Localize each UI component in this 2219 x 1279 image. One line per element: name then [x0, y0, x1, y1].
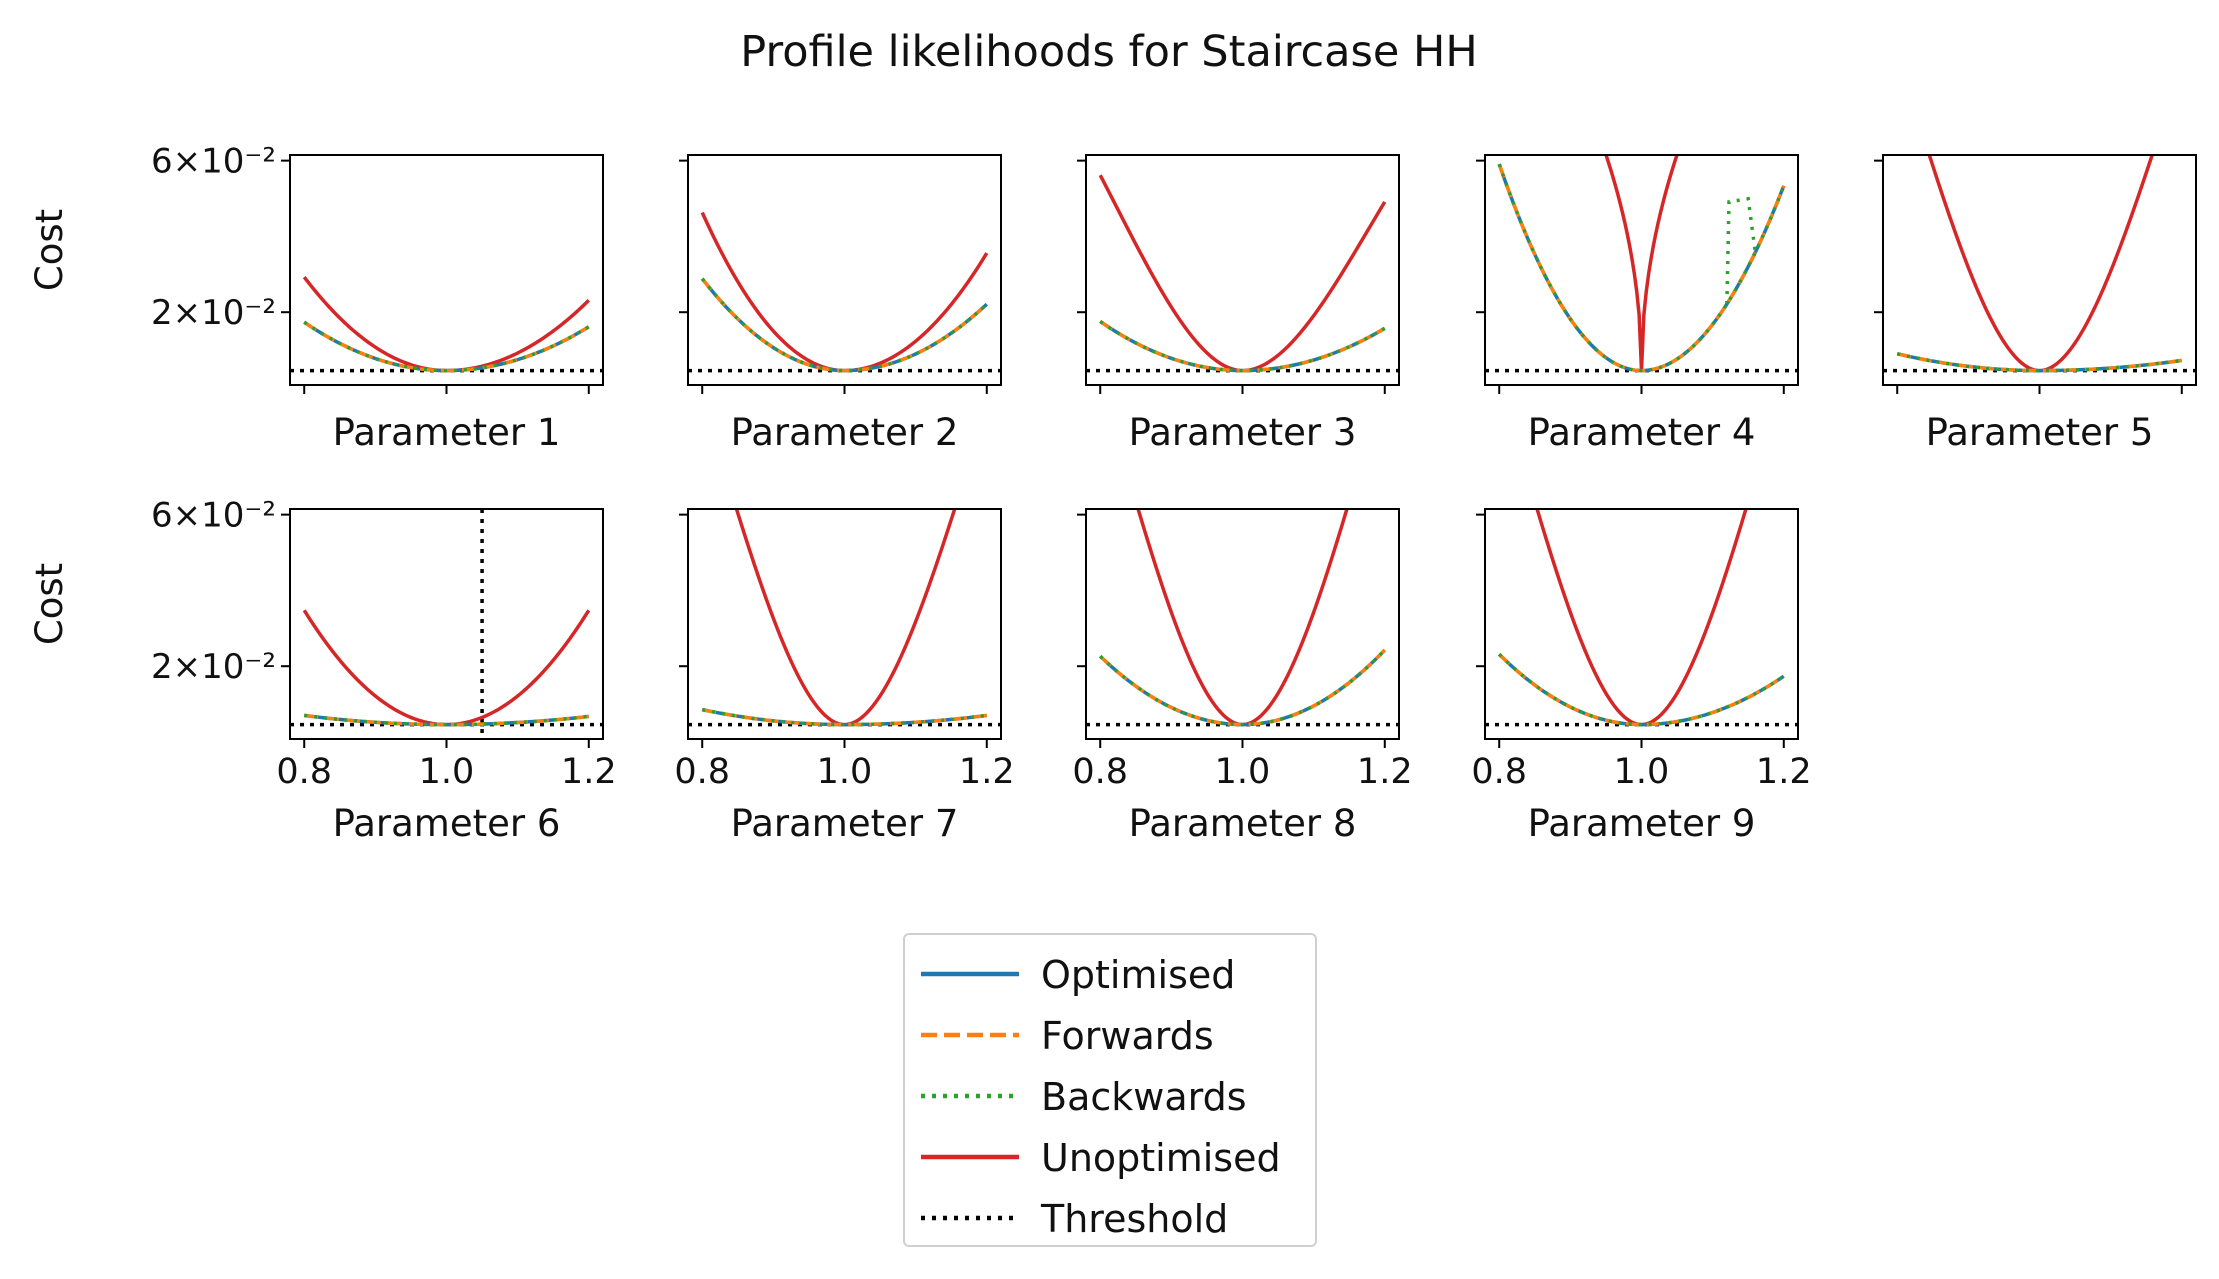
series-forwards — [1099, 648, 1387, 727]
x-axis-label: Parameter 5 — [1926, 411, 2154, 454]
x-tick-label: 0.8 — [1471, 752, 1527, 792]
figure-title: Profile likelihoods for Staircase HH — [740, 27, 1477, 77]
legend-label: Threshold — [1041, 1197, 1229, 1241]
series-backwards — [1099, 648, 1387, 727]
y-tick-label: 2×10⁻² — [151, 647, 276, 687]
axes-frame — [687, 508, 1002, 740]
series-unoptimised — [1604, 155, 1679, 371]
x-tick-label: 1.0 — [817, 752, 873, 792]
axes-frame — [1882, 154, 2197, 386]
x-tick-label: 1.2 — [959, 752, 1015, 792]
axes-frame — [1484, 508, 1799, 740]
series-forwards — [1896, 352, 2183, 373]
x-tick-label: 1.2 — [1756, 752, 1812, 792]
y-tick-label: 6×10⁻² — [151, 496, 276, 536]
series-backwards — [1099, 320, 1386, 373]
series-forwards — [1099, 320, 1386, 373]
axes-frame — [687, 154, 1002, 386]
legend-label: Unoptimised — [1041, 1136, 1281, 1180]
x-axis-label: Parameter 9 — [1528, 802, 1756, 845]
y-tick-label: 2×10⁻² — [151, 293, 276, 333]
x-tick-label: 1.0 — [1215, 752, 1271, 792]
axes-frame — [1085, 508, 1400, 740]
legend-item-unoptimised: Unoptimised — [905, 1132, 1315, 1182]
series-forwards — [304, 713, 589, 727]
x-axis-label: Parameter 3 — [1129, 411, 1357, 454]
x-tick-label: 1.0 — [1614, 752, 1670, 792]
series-forwards — [701, 707, 987, 727]
y-axis-label: Cost — [28, 209, 71, 291]
legend-item-threshold: Threshold — [905, 1193, 1315, 1243]
x-tick-label: 0.8 — [276, 752, 332, 792]
legend-label: Forwards — [1041, 1014, 1214, 1058]
legend-item-optimised: Optimised — [905, 949, 1315, 999]
x-axis-label: Parameter 7 — [731, 802, 959, 845]
legend-label: Backwards — [1041, 1075, 1247, 1119]
subplot-3: Parameter 3 — [1077, 154, 1400, 454]
axes-frame — [289, 154, 604, 386]
axes-frame — [1085, 154, 1400, 386]
x-axis-label: Parameter 2 — [731, 411, 959, 454]
series-unoptimised — [302, 276, 590, 373]
legend-item-forwards: Forwards — [905, 1010, 1315, 1060]
subplot-1: Parameter 1 6×10⁻² 2×10⁻² Cost — [28, 142, 604, 454]
series-forwards — [303, 320, 590, 373]
series-backwards-deviation — [1725, 196, 1758, 305]
series-unoptimised — [1098, 174, 1387, 373]
x-tick-label: 1.2 — [561, 752, 617, 792]
subplot-5: Parameter 5 — [1874, 154, 2197, 454]
y-axis-label: Cost — [28, 563, 71, 645]
series-forwards — [1498, 653, 1785, 727]
series-forwards — [700, 277, 988, 373]
x-axis-label: Parameter 4 — [1528, 411, 1756, 454]
axes-frame — [289, 508, 604, 740]
series-backwards — [303, 320, 590, 373]
subplot-2: Parameter 2 — [679, 154, 1002, 454]
series-unoptimised — [700, 211, 989, 373]
series-unoptimised — [302, 609, 591, 727]
series-backwards — [304, 713, 589, 727]
legend-label: Optimised — [1041, 953, 1236, 997]
series-backwards — [1498, 653, 1785, 727]
panels: Parameter 1 6×10⁻² 2×10⁻² Cost Parameter 2 Pa… — [28, 142, 2197, 845]
x-tick-label: 0.8 — [674, 752, 730, 792]
x-tick-label: 1.2 — [1357, 752, 1413, 792]
y-tick-label: 6×10⁻² — [151, 142, 276, 182]
series-backwards — [1497, 163, 1786, 373]
x-axis-label: Parameter 1 — [333, 411, 561, 454]
x-tick-label: 0.8 — [1072, 752, 1128, 792]
x-tick-label: 1.0 — [419, 752, 475, 792]
legend-item-backwards: Backwards — [905, 1071, 1315, 1121]
x-axis-label: Parameter 8 — [1129, 802, 1357, 845]
subplot-4: Parameter 4 — [1476, 154, 1799, 454]
series-unoptimised — [1927, 155, 2155, 373]
legend: Optimised Forwards Backwards Unoptimised… — [903, 933, 1317, 1247]
x-axis-label: Parameter 6 — [333, 802, 561, 845]
